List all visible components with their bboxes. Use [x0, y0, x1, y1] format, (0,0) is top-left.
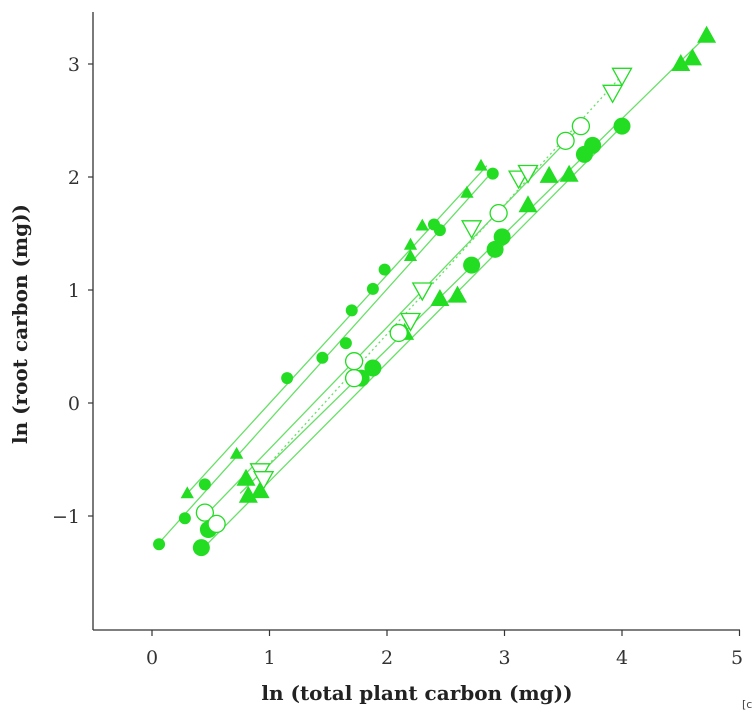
data-point-triangle-small — [403, 249, 418, 261]
data-point-triangle-large — [448, 285, 467, 303]
x-tick-label: 2 — [381, 647, 393, 669]
data-point-circle-open — [389, 323, 408, 343]
data-point-triangle-large — [250, 481, 270, 499]
x-tick-label: 1 — [263, 647, 275, 669]
data-point-triangle-large — [671, 54, 691, 71]
data-point-circle-small — [366, 282, 379, 295]
data-point-triangle-small — [403, 237, 418, 250]
fit-line-circle-open — [204, 125, 582, 517]
data-point-triangle-small — [229, 446, 244, 459]
data-point-circle-small — [153, 538, 166, 551]
data-point-triangle-open — [601, 84, 624, 104]
data-point-circle-small — [339, 337, 352, 350]
y-tick-label: 2 — [68, 167, 80, 189]
data-point-circle-open — [344, 352, 364, 371]
y-tick-label: 0 — [68, 393, 80, 415]
data-point-triangle-large — [559, 164, 579, 182]
data-point-circle-small — [178, 512, 191, 525]
data-point-circle-large — [493, 228, 511, 246]
fit-line-triangle-small — [186, 165, 488, 494]
data-point-circle-small — [198, 478, 211, 491]
data-point-circle-small — [378, 263, 391, 276]
data-point-circle-small — [316, 351, 329, 364]
data-point-circle-open — [207, 514, 226, 534]
x-tick-label: 4 — [616, 647, 628, 669]
data-point-triangle-large — [238, 485, 258, 503]
data-point-triangle-large — [683, 48, 702, 66]
fit-lines — [157, 35, 708, 551]
data-point-circle-small — [345, 304, 358, 317]
data-point-triangle-open — [411, 282, 433, 302]
x-tick-label: 3 — [498, 647, 510, 669]
data-point-circle-open — [571, 117, 591, 136]
data-point-triangle-large — [430, 289, 450, 306]
data-point-triangle-large — [236, 468, 256, 486]
data-point-triangle-small — [415, 218, 429, 231]
data-point-triangle-small — [180, 486, 194, 499]
data-point-circle-large — [613, 117, 631, 135]
x-tick-label: 0 — [146, 647, 158, 669]
data-point-triangle-open — [460, 220, 483, 240]
data-point-circle-large — [364, 359, 382, 377]
data-point-triangle-open — [252, 471, 275, 491]
data-point-circle-open — [489, 204, 508, 223]
data-point-triangle-small — [474, 158, 488, 171]
data-point-triangle-open — [399, 312, 422, 332]
x-axis-title: ln (total plant carbon (mg)) — [261, 681, 572, 705]
data-point-triangle-open — [611, 67, 633, 87]
data-point-circle-large — [192, 539, 210, 557]
data-markers — [153, 25, 717, 557]
data-point-triangle-large — [518, 195, 538, 213]
corner-note: [c — [742, 698, 752, 711]
y-tick-label: −1 — [52, 506, 80, 528]
data-point-circle-large — [486, 240, 504, 258]
data-point-triangle-large — [697, 25, 717, 43]
y-axis-title: ln (root carbon (mg)) — [8, 204, 32, 444]
data-point-triangle-large — [539, 165, 559, 183]
data-point-circle-large — [584, 136, 602, 154]
data-point-circle-open — [344, 368, 364, 388]
y-tick-label: 1 — [68, 280, 80, 302]
data-point-triangle-small — [460, 185, 474, 198]
data-point-circle-large — [463, 256, 481, 274]
data-point-circle-small — [433, 224, 446, 237]
data-point-circle-small — [281, 372, 294, 385]
y-tick-label: 3 — [68, 54, 80, 76]
data-point-circle-small — [486, 167, 499, 180]
data-point-triangle-open — [517, 164, 539, 184]
data-point-circle-open — [195, 503, 215, 522]
data-point-circle-open — [556, 131, 575, 150]
x-tick-label: 5 — [731, 647, 743, 669]
axes: −1 0 1 2 3 0 1 2 3 4 5 — [52, 12, 743, 669]
